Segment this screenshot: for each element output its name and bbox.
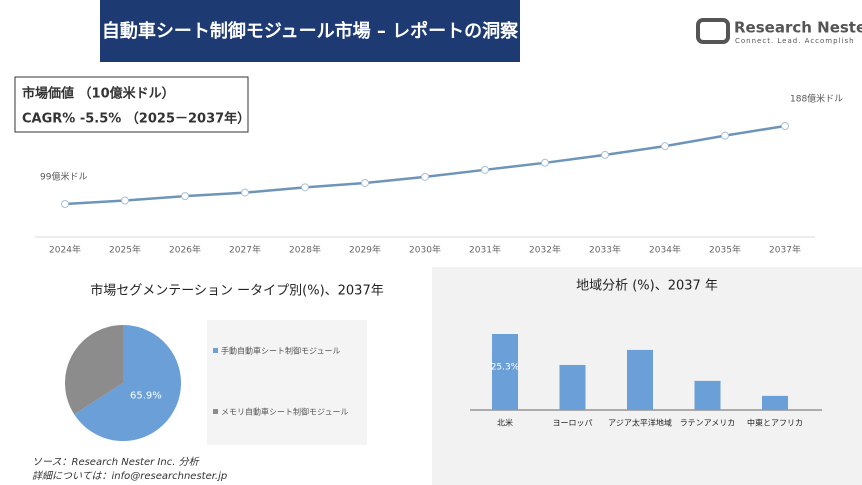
- line-point: [181, 192, 189, 201]
- line-point: [301, 183, 309, 192]
- legend-swatch: [213, 348, 218, 353]
- line-point: [241, 188, 249, 197]
- x-tick-label: 2037年: [769, 244, 801, 256]
- bar-title: 地域分析 (%)、2037 年: [576, 279, 718, 294]
- x-tick-label: 2031年: [469, 244, 501, 256]
- line-point: [421, 172, 429, 181]
- x-tick-label: 2032年: [529, 244, 561, 256]
- line-point: [121, 196, 129, 205]
- data-label: 99億米ドル: [40, 171, 87, 183]
- bar: [694, 380, 721, 410]
- x-tick-label: 2029年: [349, 244, 381, 256]
- line: [64, 124, 786, 206]
- x-tick-label: 2026年: [169, 244, 201, 256]
- bar: [762, 395, 788, 410]
- x-tick-label: ラテンアメリカ: [680, 419, 736, 428]
- line-point: [601, 150, 609, 159]
- x-tick-label: 2034年: [649, 244, 681, 256]
- pie-title: 市場セグメンテーション ータイプ別(%)、2037年: [90, 283, 383, 299]
- data-label: 65.9%: [130, 391, 162, 402]
- x-tick-label: 2024年: [49, 244, 81, 256]
- x-tick-label: 中東とアフリカ: [747, 418, 803, 428]
- data-label: 188億米ドル: [790, 93, 843, 105]
- line-point: [721, 131, 729, 140]
- x-tick-label: 2028年: [289, 244, 321, 256]
- footer-source: ソース：Research Nester Inc. 分析: [32, 456, 200, 468]
- legend-label: メモリ自動車シート制御モジュール: [221, 407, 348, 417]
- pie-slice: [65, 325, 123, 415]
- info-line: CAGR% -5.5% （2025－2037年）: [22, 111, 250, 127]
- line-point: [61, 200, 69, 208]
- header-bg: [100, 0, 520, 62]
- x-tick-label: 2030年: [409, 244, 441, 256]
- bar: [492, 334, 518, 410]
- logo-tagline: Connect. Lead. Accomplish: [735, 37, 855, 45]
- x-tick-label: 2035年: [709, 244, 741, 256]
- footer-contact: 詳細については：info@researchnester.jp: [32, 470, 227, 482]
- logo-name: Research Nester: [734, 19, 862, 37]
- line-point: [541, 158, 549, 167]
- line-point: [481, 165, 489, 174]
- legend-label: 手動自動車シート制御モジュール: [221, 346, 340, 356]
- pie-slice: [74, 325, 181, 442]
- x-tick-label: ヨーロッパ: [553, 419, 593, 428]
- bar: [559, 364, 586, 410]
- line-point: [781, 122, 789, 130]
- info-box: [14, 76, 249, 133]
- line-point: [361, 178, 369, 187]
- x-tick-label: 2033年: [589, 244, 621, 256]
- bar: [627, 349, 653, 410]
- header-title: 自動車シート制御モジュール市場 – レポートの洞察: [102, 20, 519, 42]
- logo: Research Nester Connect. Lead. Accomplis…: [696, 18, 862, 45]
- x-tick-label: 2025年: [109, 244, 141, 256]
- info-line: 市場価値 （10億米ドル）: [22, 86, 175, 102]
- logo-icon: [696, 18, 730, 44]
- x-tick-label: 北米: [497, 418, 513, 428]
- x-tick-label: 2027年: [229, 244, 261, 256]
- line-point: [661, 142, 669, 151]
- legend-swatch: [213, 409, 218, 414]
- x-tick-label: アジア太平洋地域: [608, 418, 672, 428]
- pie-legend-box: [207, 320, 367, 445]
- data-label: 25.3%: [491, 363, 520, 373]
